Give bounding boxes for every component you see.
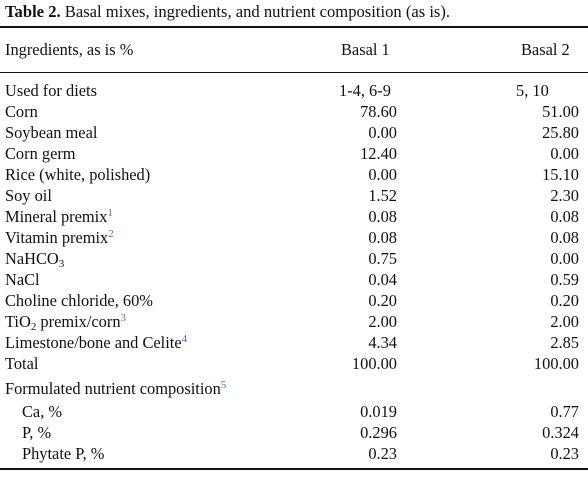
footnote-marker[interactable]: 4 [181,333,188,345]
table-row: Soybean meal 0.00 25.80 [0,123,588,144]
table-row: Soy oil 1.52 2.30 [0,186,588,207]
footnote-marker[interactable]: 3 [120,312,127,324]
table-row: Phytate P, % 0.23 0.23 [0,444,588,465]
row-label-text: TiO [5,312,31,331]
row-label-text: Vitamin premix [5,228,109,247]
row-label: NaHCO3 [5,249,65,270]
row-label-text: Limestone/bone and Celite [5,333,182,352]
table-caption-label: Table 2. [5,2,61,21]
table-row: Corn germ 12.40 0.00 [0,144,588,165]
row-label: Ca, % [22,402,63,421]
basal-2-value: 51.00 [542,102,579,121]
table-row-total: Total 100.00 100.00 [0,354,588,375]
basal-2-value: 0.20 [550,291,579,310]
table-row: NaCl 0.04 0.59 [0,270,588,291]
table-caption: Table 2. Basal mixes, ingredients, and n… [5,2,450,22]
basal-1-value: 100.00 [351,354,397,373]
table-row: Corn 78.60 51.00 [0,102,588,123]
table-row: P, % 0.296 0.324 [0,423,588,444]
row-label-text: Mineral premix [5,207,108,226]
basal-1-value: 0.08 [368,228,397,247]
section-heading-text: Formulated nutrient composition [5,379,221,398]
top-rule [0,26,588,28]
row-label: Phytate P, % [22,444,105,463]
basal-2-value: 0.59 [550,270,579,289]
basal-2-value: 0.324 [542,423,579,442]
row-label: Corn [5,102,38,121]
row-label: Mineral premix1 [5,207,113,227]
section-heading: Formulated nutrient composition5 [5,379,226,399]
basal-2-value: 0.77 [550,402,579,421]
basal-2-value: 5, 10 [516,81,549,100]
row-label: Soy oil [5,186,52,205]
row-label: Soybean meal [5,123,98,142]
basal-2-value: 2.00 [550,312,579,331]
row-label: Rice (white, polished) [5,165,151,184]
row-label: TiO2 premix/corn3 [5,312,127,333]
basal-1-value: 2.00 [368,312,397,331]
table-row: Limestone/bone and Celite4 4.34 2.85 [0,333,588,354]
table-row: Rice (white, polished) 0.00 15.10 [0,165,588,186]
basal-1-value: 0.00 [368,165,397,184]
header-rule [0,72,588,73]
row-label-text: NaHCO [5,249,59,268]
row-label: P, % [22,423,52,442]
row-label: Corn germ [5,144,76,163]
table-row: Vitamin premix2 0.08 0.08 [0,228,588,249]
basal-1-value: 0.20 [368,291,397,310]
basal-2-value: 15.10 [542,165,579,184]
basal-2-value: 100.00 [533,354,579,373]
basal-2-value: 0.08 [550,228,579,247]
basal-1-value: 1.52 [368,186,397,205]
section-heading-row: Formulated nutrient composition5 [0,379,588,400]
column-header-basal-1: Basal 1 [341,40,390,59]
table-row: Used for diets 1-4, 6-9 5, 10 [0,81,588,102]
basal-2-value: 25.80 [542,123,579,142]
footnote-marker[interactable]: 2 [108,228,114,240]
basal-2-value: 0.08 [550,207,579,226]
row-label: NaCl [5,270,40,289]
table-row: TiO2 premix/corn3 2.00 2.00 [0,312,588,333]
row-label: Vitamin premix2 [5,228,114,248]
basal-2-value: 2.85 [550,333,579,352]
basal-1-value: 0.08 [368,207,397,226]
table-row: Mineral premix1 0.08 0.08 [0,207,588,228]
basal-1-value: 4.34 [368,333,397,352]
basal-1-value: 0.04 [368,270,397,289]
bottom-rule [0,468,588,470]
basal-2-value: 2.30 [550,186,579,205]
basal-1-value: 1-4, 6-9 [339,81,391,100]
table-row: NaHCO3 0.75 0.00 [0,249,588,270]
basal-1-value: 0.00 [368,123,397,142]
row-label: Used for diets [5,81,97,100]
basal-2-value: 0.00 [550,144,579,163]
table-row: Choline chloride, 60% 0.20 0.20 [0,291,588,312]
column-header-ingredients: Ingredients, as is % [5,40,134,59]
basal-1-value: 0.75 [368,249,397,268]
column-header-basal-2: Basal 2 [521,40,570,59]
subscript: 3 [58,258,65,270]
table-row: Ca, % 0.019 0.77 [0,402,588,423]
footnote-marker[interactable]: 5 [220,379,227,391]
basal-1-value: 0.23 [368,444,397,463]
basal-1-value: 0.296 [360,423,397,442]
row-label-text-suffix: premix/corn [36,312,121,331]
row-label: Choline chloride, 60% [5,291,153,310]
footnote-marker[interactable]: 1 [107,207,113,219]
basal-1-value: 12.40 [360,144,397,163]
basal-1-value: 0.019 [360,402,397,421]
basal-2-value: 0.00 [550,249,579,268]
subscript: 2 [30,321,37,333]
row-label: Total [5,354,39,373]
row-label: Limestone/bone and Celite4 [5,333,187,353]
basal-1-value: 78.60 [360,102,397,121]
table-caption-text: Basal mixes, ingredients, and nutrient c… [60,2,451,21]
basal-2-value: 0.23 [550,444,579,463]
